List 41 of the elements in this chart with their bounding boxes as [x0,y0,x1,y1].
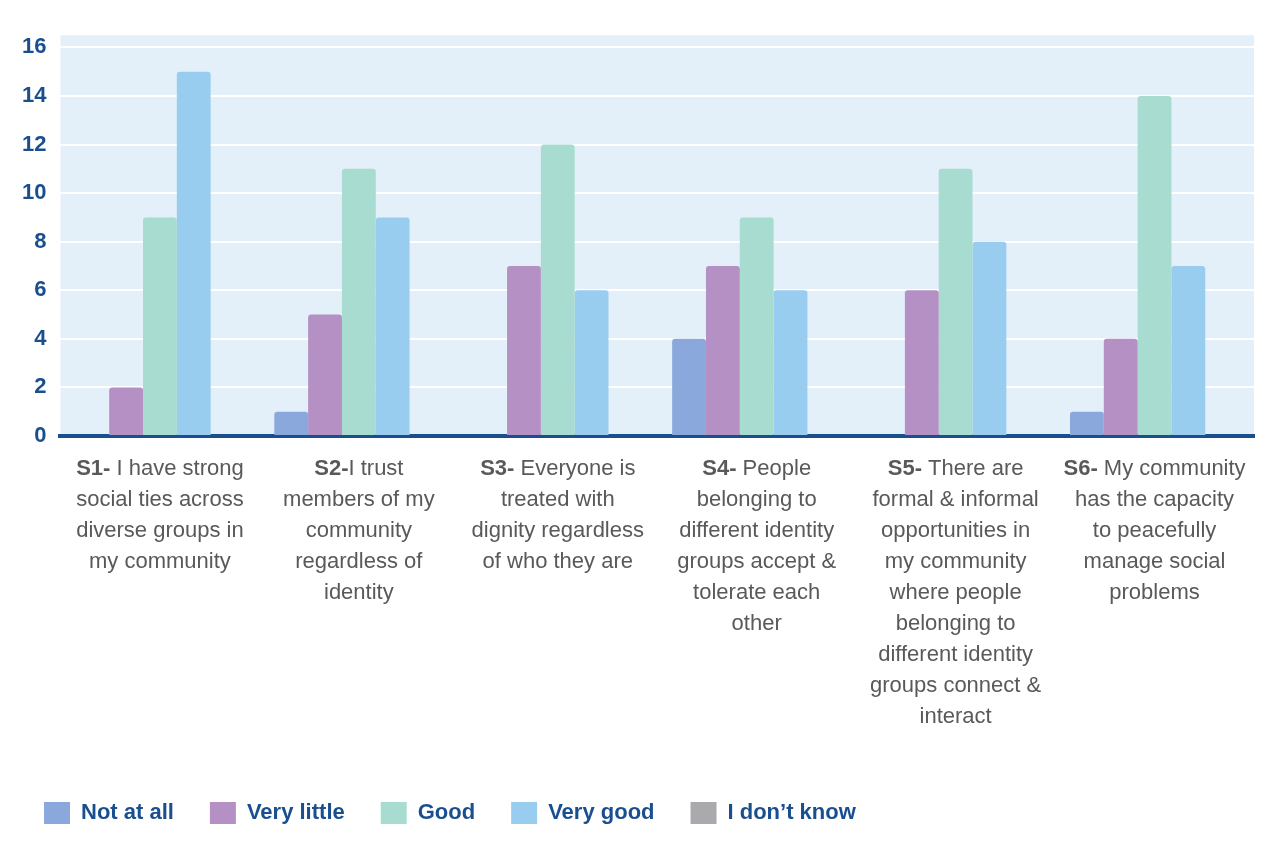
bar [739,217,774,435]
bar [972,241,1007,435]
y-tick-label: 0 [34,422,47,448]
legend-label: Very little [246,799,345,825]
bar [574,290,609,435]
category-label: S2-I trust members of my community regardless of identity [283,455,435,605]
bar [1103,338,1138,435]
bar [341,168,376,435]
y-tick-label: 4 [34,324,48,350]
bar [308,314,342,435]
category-label: S3- Everyone is treated with dignity regardless of who they are [471,455,644,574]
bar [274,411,309,435]
bar [773,290,808,435]
legend-label: Good [417,799,476,825]
bar [176,71,211,435]
y-tick-label: 10 [21,179,47,205]
bar [1070,411,1104,435]
y-tick-label: 2 [34,373,47,399]
y-tick-label: 12 [21,130,47,156]
bar [540,144,575,435]
category-label: S6- My community has the capacity to peacefully manage social problems [1063,455,1246,605]
bar [507,265,541,435]
category-label: S5- There are formal & informal opportunities in my community where people belonging to different identity groups connect & interact [870,455,1042,729]
legend-label: Very good [548,799,655,825]
category-label: S4- People belonging to different identity groups accept & tolerate each other [677,455,837,636]
bar [143,217,177,435]
bar [1137,95,1172,435]
bar [904,290,939,435]
bar [938,168,973,435]
bar [375,217,410,435]
bar [1171,265,1206,435]
legend-label: I don’t know [727,799,857,825]
bar [705,265,740,435]
bar [672,338,706,435]
y-tick-label: 8 [34,227,47,253]
y-tick-label: 14 [21,81,48,107]
y-tick-label: 16 [21,33,47,59]
bar [109,387,144,435]
category-label: S1- I have strong social ties across diverse groups in my community [76,455,244,574]
y-tick-label: 6 [34,276,47,302]
legend-label: Not at all [81,799,174,825]
